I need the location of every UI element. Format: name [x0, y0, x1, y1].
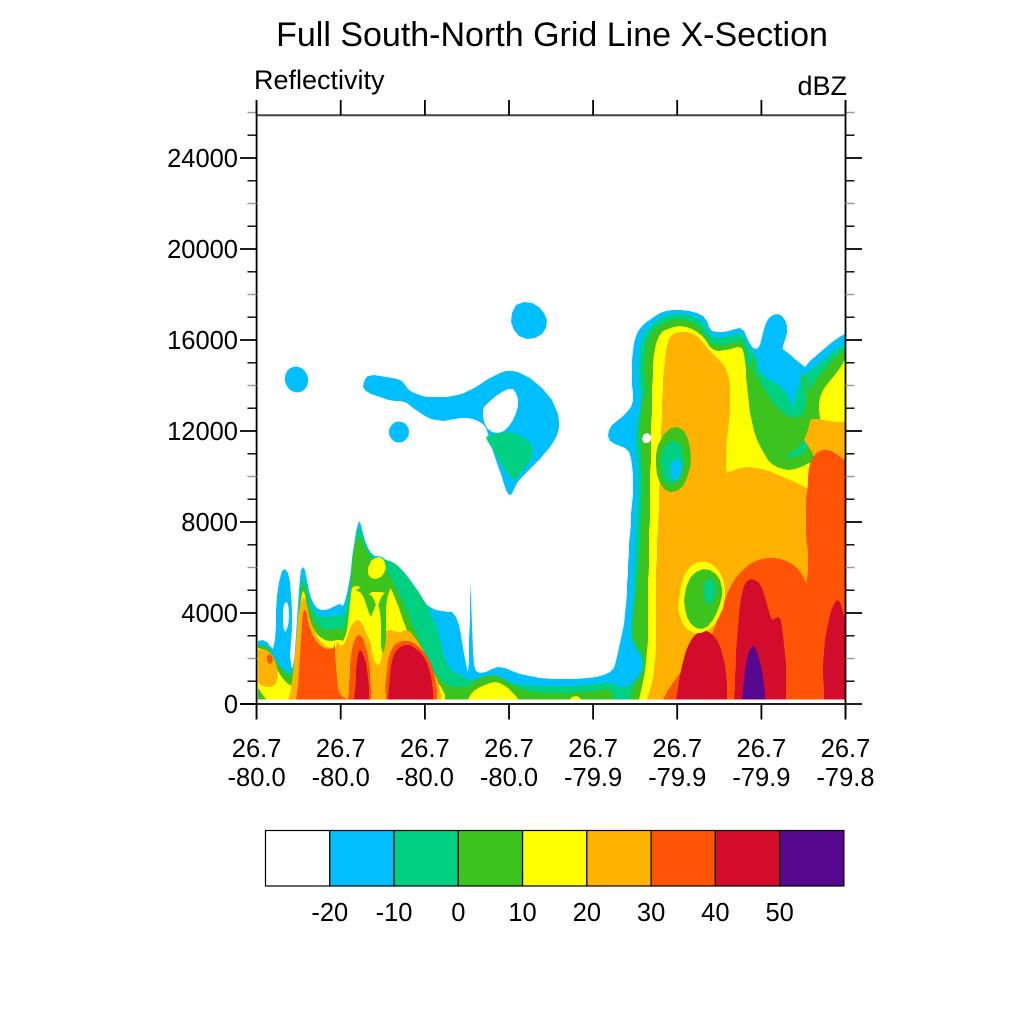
svg-text:20: 20 [573, 899, 601, 927]
svg-text:26.7: 26.7 [652, 735, 702, 763]
svg-text:-79.9: -79.9 [732, 764, 790, 792]
svg-text:-79.9: -79.9 [648, 764, 706, 792]
svg-text:26.7: 26.7 [737, 735, 787, 763]
svg-text:24000: 24000 [167, 145, 238, 173]
svg-text:16000: 16000 [167, 327, 238, 355]
svg-text:0: 0 [451, 899, 465, 927]
svg-text:26.7: 26.7 [232, 735, 282, 763]
svg-text:26.7: 26.7 [484, 735, 534, 763]
svg-text:Full South-North Grid Line X-S: Full South-North Grid Line X-Section [276, 16, 828, 54]
svg-text:30: 30 [637, 899, 665, 927]
svg-text:20000: 20000 [167, 236, 238, 264]
svg-text:-80.0: -80.0 [396, 764, 454, 792]
svg-text:-80.0: -80.0 [228, 764, 286, 792]
svg-text:-20: -20 [311, 899, 348, 927]
svg-text:26.7: 26.7 [316, 735, 366, 763]
svg-text:0: 0 [224, 691, 238, 719]
svg-text:50: 50 [765, 899, 793, 927]
svg-text:26.7: 26.7 [568, 735, 618, 763]
svg-text:Reflectivity: Reflectivity [254, 65, 385, 95]
svg-text:-79.9: -79.9 [564, 764, 622, 792]
svg-text:-10: -10 [376, 899, 413, 927]
svg-text:-80.0: -80.0 [480, 764, 538, 792]
svg-text:dBZ: dBZ [797, 71, 847, 101]
svg-text:40: 40 [701, 899, 729, 927]
svg-text:4000: 4000 [181, 600, 238, 628]
svg-text:26.7: 26.7 [821, 735, 871, 763]
svg-text:10: 10 [508, 899, 536, 927]
svg-text:26.7: 26.7 [400, 735, 450, 763]
svg-text:8000: 8000 [181, 509, 238, 537]
svg-text:-79.8: -79.8 [816, 764, 874, 792]
svg-text:-80.0: -80.0 [312, 764, 370, 792]
svg-text:12000: 12000 [167, 418, 238, 446]
